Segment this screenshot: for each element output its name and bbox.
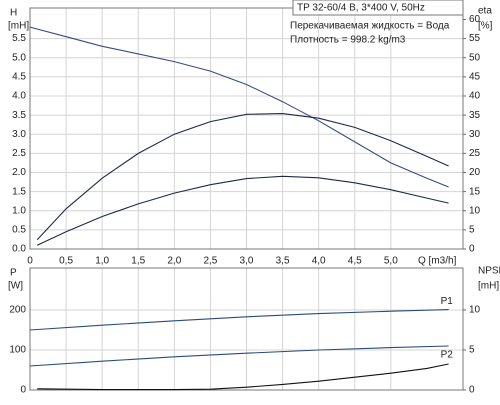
y2-tick-label: 30	[469, 129, 481, 140]
y2-tick-label: 10	[469, 205, 481, 216]
y2-tick-label: 55	[469, 33, 481, 44]
y2-axis-unit: [%]	[478, 21, 493, 32]
y-tick-label: 0	[20, 385, 26, 396]
x-tick-label: 3,0	[240, 256, 254, 267]
x-tick-label: 3,5	[276, 256, 290, 267]
curve	[29, 26, 449, 188]
y2-tick-label: 25	[469, 148, 481, 159]
y2-tick-label: 40	[469, 91, 481, 102]
y-tick-label: 2.0	[12, 167, 26, 178]
annotation: TP 32-60/4 B, 3*400 V, 50Hz	[297, 3, 425, 14]
x-tick-label: 1,5	[131, 256, 145, 267]
y2-tick-label: 0	[469, 244, 475, 255]
x-tick-label: 5,0	[384, 256, 398, 267]
y-tick-label: 4.0	[12, 91, 26, 102]
y2-tick-label: 60	[469, 14, 481, 25]
y-tick-label: 5.5	[12, 33, 26, 44]
y-tick-label: 5.0	[12, 52, 26, 63]
x-axis-label: Q [m3/h]	[418, 256, 457, 267]
y-tick-label: 1.5	[12, 186, 26, 197]
plot-frame	[29, 267, 464, 391]
series-label: P1	[441, 296, 454, 307]
y-tick-label: 2.5	[12, 148, 26, 159]
y2-tick-label: 5	[469, 225, 475, 236]
x-tick-label: 1,0	[95, 256, 109, 267]
y-axis-label: P	[10, 268, 17, 279]
plot-frame	[29, 7, 464, 250]
curve	[29, 345, 449, 367]
curve	[36, 175, 449, 246]
curve	[29, 309, 449, 331]
y2-tick-label: 0	[469, 385, 475, 396]
y2-tick-label: 35	[469, 110, 481, 121]
annotation: Плотность = 998.2 kg/m3	[290, 35, 406, 46]
x-tick-label: 0,5	[59, 256, 73, 267]
y2-axis-label: eta	[478, 6, 492, 17]
y-tick-label: 200	[9, 305, 26, 316]
x-tick-label: 2,5	[203, 256, 217, 267]
y2-axis-label: NPSH	[478, 266, 500, 277]
x-tick-label: 4,5	[348, 256, 362, 267]
y2-tick-label: 20	[469, 167, 481, 178]
y-tick-label: 3.5	[12, 110, 26, 121]
x-tick-label: 4,0	[312, 256, 326, 267]
y-tick-label: 3.0	[12, 129, 26, 140]
series-label: P2	[441, 350, 454, 361]
x-tick-label: 2,0	[167, 256, 181, 267]
y-tick-label: 1.0	[12, 205, 26, 216]
y2-axis-unit: [mH]	[478, 281, 499, 292]
y-axis-label: H	[10, 8, 17, 19]
annotation: Перекачиваемая жидкость = Вода	[290, 21, 450, 32]
y2-tick-label: 50	[469, 52, 481, 63]
y2-tick-label: 15	[469, 186, 481, 197]
curve	[37, 363, 449, 391]
y-tick-label: 4.5	[12, 71, 26, 82]
y2-tick-label: 45	[469, 71, 481, 82]
y2-tick-label: 5	[469, 345, 475, 356]
y2-tick-label: 10	[469, 305, 481, 316]
y-axis-unit: [W]	[8, 281, 23, 292]
x-tick-label: 0	[27, 256, 33, 267]
y-tick-label: 0.0	[12, 244, 26, 255]
curve	[36, 113, 449, 241]
model-box	[292, 0, 464, 16]
y-tick-label: 0.5	[12, 225, 26, 236]
y-axis-unit: [mH]	[8, 21, 29, 32]
y-tick-label: 100	[9, 345, 26, 356]
